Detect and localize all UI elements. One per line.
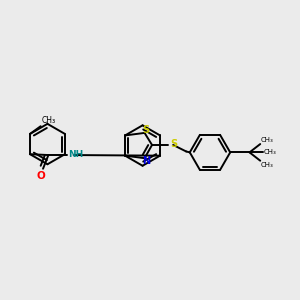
Text: NH: NH [68, 150, 83, 159]
Text: CH₃: CH₃ [263, 149, 276, 155]
Text: S: S [170, 139, 178, 149]
Text: CH₃: CH₃ [41, 116, 56, 125]
Text: S: S [142, 125, 149, 135]
Text: CH₃: CH₃ [261, 137, 274, 143]
Text: CH₃: CH₃ [261, 162, 274, 168]
Text: N: N [142, 156, 150, 166]
Text: O: O [37, 171, 46, 182]
